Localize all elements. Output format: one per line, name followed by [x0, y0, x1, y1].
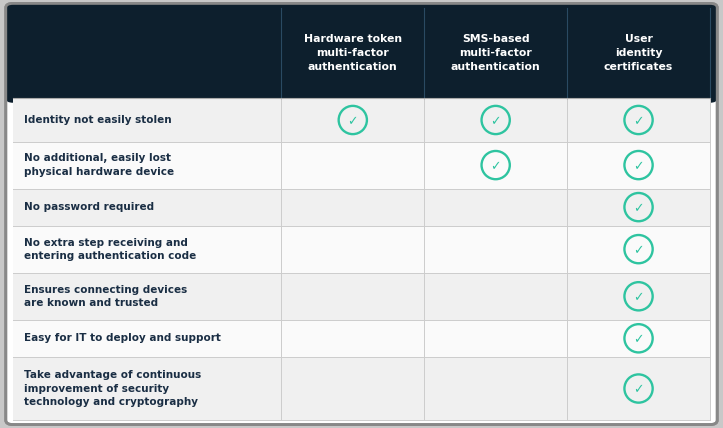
- Text: Take advantage of continuous
improvement of security
technology and cryptography: Take advantage of continuous improvement…: [24, 370, 201, 407]
- Bar: [13, 273, 710, 320]
- Text: Hardware token
multi-factor
authentication: Hardware token multi-factor authenticati…: [304, 35, 402, 71]
- Text: Identity not easily stolen: Identity not easily stolen: [24, 115, 171, 125]
- Bar: [13, 189, 710, 226]
- Text: No additional, easily lost
physical hardware device: No additional, easily lost physical hard…: [24, 154, 174, 177]
- Text: Easy for IT to deploy and support: Easy for IT to deploy and support: [24, 333, 221, 343]
- Bar: [13, 357, 710, 420]
- FancyBboxPatch shape: [6, 3, 717, 425]
- Text: ✓: ✓: [633, 202, 643, 215]
- Bar: [13, 226, 710, 273]
- Bar: [13, 90, 710, 98]
- Text: ✓: ✓: [633, 291, 643, 304]
- Bar: [13, 98, 710, 142]
- Text: ✓: ✓: [633, 160, 643, 173]
- Text: SMS-based
multi-factor
authentication: SMS-based multi-factor authentication: [451, 35, 541, 71]
- Text: ✓: ✓: [633, 333, 643, 346]
- Text: User
identity
certificates: User identity certificates: [604, 35, 673, 71]
- Text: ✓: ✓: [633, 115, 643, 128]
- Text: ✓: ✓: [633, 383, 643, 396]
- Text: ✓: ✓: [490, 160, 501, 173]
- Text: No extra step receiving and
entering authentication code: No extra step receiving and entering aut…: [24, 238, 196, 261]
- Bar: [13, 142, 710, 189]
- Bar: [13, 320, 710, 357]
- FancyBboxPatch shape: [6, 3, 717, 103]
- Text: Ensures connecting devices
are known and trusted: Ensures connecting devices are known and…: [24, 285, 187, 308]
- Text: ✓: ✓: [490, 115, 501, 128]
- Text: ✓: ✓: [348, 115, 358, 128]
- Text: ✓: ✓: [633, 244, 643, 257]
- Text: No password required: No password required: [24, 202, 154, 212]
